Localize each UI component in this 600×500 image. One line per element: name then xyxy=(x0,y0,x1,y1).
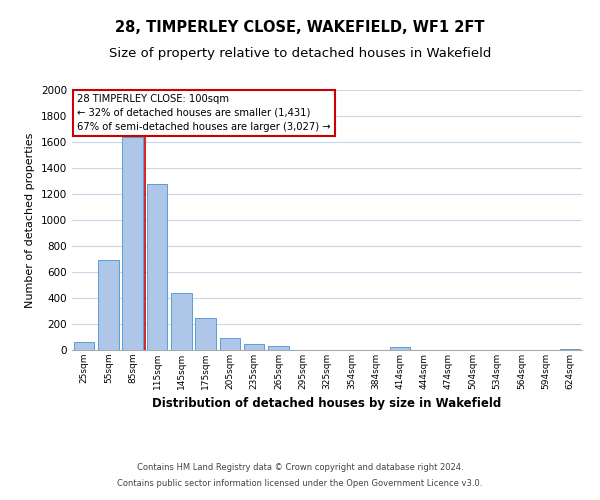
Text: Size of property relative to detached houses in Wakefield: Size of property relative to detached ho… xyxy=(109,48,491,60)
X-axis label: Distribution of detached houses by size in Wakefield: Distribution of detached houses by size … xyxy=(152,398,502,410)
Bar xyxy=(244,344,265,350)
Bar xyxy=(146,184,167,350)
Text: Contains public sector information licensed under the Open Government Licence v3: Contains public sector information licen… xyxy=(118,478,482,488)
Bar xyxy=(74,342,94,350)
Bar xyxy=(98,260,119,350)
Bar xyxy=(195,318,216,350)
Y-axis label: Number of detached properties: Number of detached properties xyxy=(25,132,35,308)
Bar xyxy=(220,338,240,350)
Bar xyxy=(560,348,580,350)
Text: 28 TIMPERLEY CLOSE: 100sqm
← 32% of detached houses are smaller (1,431)
67% of s: 28 TIMPERLEY CLOSE: 100sqm ← 32% of deta… xyxy=(77,94,331,132)
Bar xyxy=(389,348,410,350)
Bar xyxy=(171,293,191,350)
Bar xyxy=(268,346,289,350)
Text: Contains HM Land Registry data © Crown copyright and database right 2024.: Contains HM Land Registry data © Crown c… xyxy=(137,464,463,472)
Text: 28, TIMPERLEY CLOSE, WAKEFIELD, WF1 2FT: 28, TIMPERLEY CLOSE, WAKEFIELD, WF1 2FT xyxy=(115,20,485,35)
Bar xyxy=(122,137,143,350)
